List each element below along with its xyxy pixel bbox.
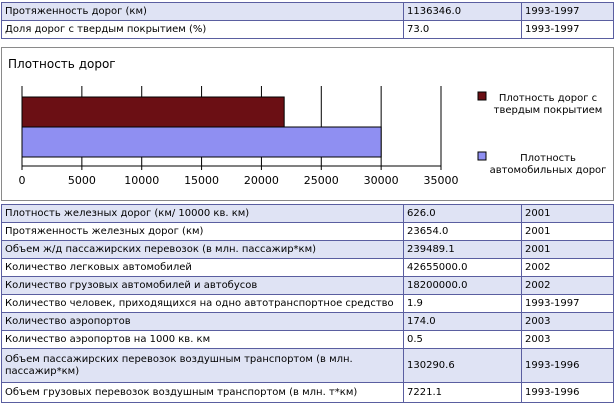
- row-year: 2001: [521, 240, 614, 259]
- road-density-chart: Плотность дорог 0 5000 10000 15000 20000 2500…: [1, 47, 614, 201]
- row-year: 2003: [521, 312, 614, 331]
- tick-label: 15000: [184, 174, 219, 187]
- row-label: Количество человек, приходящихся на одно…: [1, 294, 404, 313]
- tick-label: 10000: [124, 174, 159, 187]
- row-year: 2002: [521, 276, 614, 295]
- row-label: Количество аэропортов на 1000 кв. км: [1, 330, 404, 349]
- table-row: Объем пассажирских перевозок воздушным т…: [1, 348, 614, 383]
- row-value: 174.0: [403, 312, 522, 331]
- row-year: 1993-1997: [521, 2, 614, 21]
- table-row: Количество человек, приходящихся на одно…: [1, 294, 614, 313]
- row-value: 1.9: [403, 294, 522, 313]
- row-label: Объем ж/д пассажирских перевозок (в млн.…: [1, 240, 404, 259]
- row-year: 2001: [521, 204, 614, 223]
- row-year: 2001: [521, 222, 614, 241]
- table-row: Плотность железных дорог (км/ 10000 кв. …: [1, 204, 614, 223]
- legend-swatch: [477, 151, 487, 161]
- row-label: Объем грузовых перевозок воздушным транс…: [1, 382, 404, 403]
- table-row: Количество аэропортов на 1000 кв. км 0.5 2…: [1, 330, 614, 349]
- legend-label: автомобильных дорог: [490, 165, 607, 176]
- tick-label: 25000: [304, 174, 339, 187]
- row-label: Объем пассажирских перевозок воздушным т…: [1, 348, 404, 383]
- table-row: Протяженность дорог (км) 1136346.0 1993-19…: [1, 2, 614, 21]
- row-value: 626.0: [403, 204, 522, 223]
- row-year: 1993-1997: [521, 20, 614, 39]
- row-year: 2003: [521, 330, 614, 349]
- tick-label: 5000: [68, 174, 96, 187]
- tick-label: 0: [19, 174, 26, 187]
- row-value: 23654.0: [403, 222, 522, 241]
- row-value: 73.0: [403, 20, 522, 39]
- row-value: 239489.1: [403, 240, 522, 259]
- chart-canvas: 0 5000 10000 15000 20000 25000 30000 35000 Плотн…: [19, 86, 607, 187]
- row-label: Протяженность железных дорог (км): [1, 222, 404, 241]
- table-row: Доля дорог с твердым покрытием (%) 73.0 19…: [1, 20, 614, 39]
- table-row: Объем грузовых перевозок воздушным транс…: [1, 382, 614, 403]
- row-value: 7221.1: [403, 382, 522, 403]
- tick-label: 35000: [424, 174, 459, 187]
- table-row: Количество аэропортов 174.0 2003: [1, 312, 614, 331]
- row-value: 1136346.0: [403, 2, 522, 21]
- row-label: Количество аэропортов: [1, 312, 404, 331]
- table-row: Количество грузовых автомобилей и автобу…: [1, 276, 614, 295]
- legend-swatch: [477, 91, 487, 101]
- row-year: 2002: [521, 258, 614, 277]
- row-value: 18200000.0: [403, 276, 522, 295]
- bar: [21, 126, 382, 158]
- road-stats-table: Протяженность дорог (км) 1136346.0 1993-19…: [1, 2, 614, 39]
- legend-label: Плотность дорог с: [499, 93, 597, 104]
- table-row: Объем ж/д пассажирских перевозок (в млн.…: [1, 240, 614, 259]
- row-label: Количество легковых автомобилей: [1, 258, 404, 277]
- row-label: Количество грузовых автомобилей и автобу…: [1, 276, 404, 295]
- bar: [21, 96, 285, 128]
- row-year: 1993-1996: [521, 348, 614, 383]
- row-label: Плотность железных дорог (км/ 10000 кв. …: [1, 204, 404, 223]
- tick-label: 30000: [364, 174, 399, 187]
- row-year: 1993-1997: [521, 294, 614, 313]
- transport-stats-table: Плотность железных дорог (км/ 10000 кв. …: [1, 204, 614, 403]
- tick-label: 20000: [244, 174, 279, 187]
- table-row: Протяженность железных дорог (км) 23654.0…: [1, 222, 614, 241]
- table-row: Количество легковых автомобилей 42655000.…: [1, 258, 614, 277]
- row-value: 0.5: [403, 330, 522, 349]
- row-value: 130290.6: [403, 348, 522, 383]
- row-value: 42655000.0: [403, 258, 522, 277]
- legend-label: твердым покрытием: [494, 105, 603, 116]
- legend-label: Плотность: [520, 153, 576, 164]
- row-label: Протяженность дорог (км): [1, 2, 404, 21]
- row-year: 1993-1996: [521, 382, 614, 403]
- row-label: Доля дорог с твердым покрытием (%): [1, 20, 404, 39]
- chart-title: Плотность дорог: [8, 57, 116, 71]
